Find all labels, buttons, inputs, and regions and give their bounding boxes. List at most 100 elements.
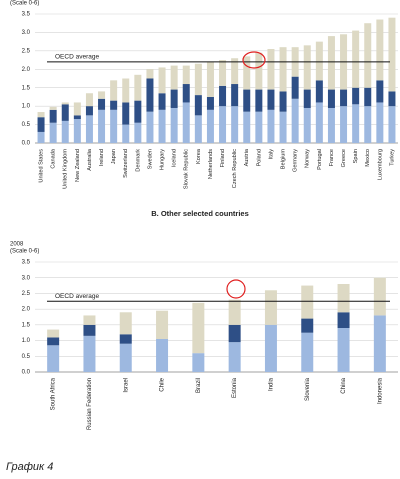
bar-segment — [267, 49, 275, 90]
bar-segment — [315, 41, 323, 81]
y-tick-label: 1.0 — [22, 104, 31, 110]
y-tick-label: 2.5 — [22, 291, 31, 297]
x-tick-label: Switzerland — [123, 149, 129, 178]
bar-segment — [83, 315, 96, 325]
bar-segment — [134, 74, 142, 101]
bar-segment — [61, 104, 69, 121]
bar-segment — [243, 111, 251, 143]
bar-segment — [303, 107, 311, 143]
bar-segment — [170, 89, 178, 108]
bar-segment — [303, 89, 311, 108]
bar-segment — [264, 324, 277, 372]
x-tick-label: Slovak Republic — [184, 149, 190, 189]
bar-segment — [267, 109, 275, 143]
bar-segment — [83, 335, 96, 372]
bar-segment — [156, 339, 169, 372]
bar-segment — [301, 285, 314, 319]
bar-segment — [37, 112, 45, 118]
bar-segment — [388, 91, 396, 107]
bar-segment — [170, 107, 178, 143]
y-tick-label: 2.5 — [22, 48, 31, 54]
x-tick-label: Norway — [305, 149, 311, 168]
x-tick-label: Poland — [256, 149, 262, 166]
x-tick-label: Denmark — [135, 149, 141, 172]
y-tick-label: 2.0 — [22, 307, 31, 313]
x-tick-label: Hungary — [160, 149, 166, 170]
x-tick-label: United Kingdom — [63, 149, 69, 189]
highlight-circle — [226, 279, 246, 299]
y-tick-label: 3.0 — [22, 275, 31, 281]
x-tick-label: Mexico — [365, 149, 371, 167]
bar-segment — [146, 69, 154, 79]
x-tick-label: South Africa — [51, 377, 57, 410]
bar-segment — [243, 56, 251, 90]
bar-segment — [291, 98, 299, 143]
x-tick-label: Australia — [87, 148, 93, 171]
x-tick-label: Germany — [293, 149, 299, 172]
bar-segment — [122, 102, 130, 125]
bar-segment — [73, 115, 81, 120]
bar-segment — [267, 89, 275, 110]
x-tick-label: Greece — [341, 149, 347, 167]
bar-segment — [119, 312, 132, 335]
bar-segment — [206, 96, 214, 110]
bar-segment — [206, 61, 214, 97]
y-tick-label: 1.5 — [22, 85, 31, 91]
bar-segment — [37, 117, 45, 132]
x-tick-label: China — [341, 377, 347, 393]
bar-segment — [373, 315, 386, 372]
x-tick-label: New Zealand — [75, 149, 81, 182]
y-tick-label: 3.5 — [22, 12, 31, 18]
bar-segment — [337, 312, 350, 328]
bar-segment — [327, 89, 335, 108]
y-tick-label: 3.0 — [22, 30, 31, 36]
x-tick-label: Israel — [123, 378, 129, 393]
x-tick-label: Netherlands — [208, 149, 214, 179]
x-tick-label: Spain — [353, 149, 359, 163]
caption: График 4 — [6, 461, 53, 473]
bar-segment — [158, 93, 166, 110]
x-tick-label: United States — [39, 149, 45, 183]
x-tick-label: Belgium — [281, 149, 287, 170]
bar-segment — [49, 109, 57, 123]
bar-segment — [315, 102, 323, 143]
x-tick-label: Iceland — [172, 149, 178, 167]
bar-segment — [255, 52, 263, 90]
bar-segment — [192, 353, 205, 372]
bar-segment — [98, 98, 106, 110]
bar-segment — [122, 78, 130, 103]
bar-segment — [98, 91, 106, 99]
bar-segment — [352, 104, 360, 143]
bar-segment — [73, 119, 81, 143]
bar-segment — [337, 328, 350, 372]
bar-segment — [337, 284, 350, 313]
bar-segment — [158, 67, 166, 94]
bar-segment — [219, 85, 227, 107]
x-tick-label: Sweden — [147, 149, 153, 169]
y-tick-label: 3.5 — [22, 260, 31, 266]
x-tick-label: Portugal — [317, 149, 323, 170]
y-tick-label: 0.0 — [22, 370, 31, 376]
bar-segment — [327, 36, 335, 90]
bar-segment — [388, 106, 396, 143]
bar-segment — [388, 17, 396, 92]
bar-segment — [231, 106, 239, 143]
bar-segment — [231, 84, 239, 107]
bar-segment — [315, 80, 323, 103]
x-tick-label: Canada — [51, 148, 57, 168]
y-tick-label: 2.0 — [22, 67, 31, 73]
y-tick-label: 0.0 — [22, 141, 31, 147]
bar-segment — [255, 111, 263, 143]
x-tick-label: Finland — [220, 149, 226, 167]
bar-segment — [49, 106, 57, 110]
bar-segment — [122, 124, 130, 143]
x-tick-label: Brazil — [196, 378, 202, 393]
bar-segment — [98, 109, 106, 143]
bar-segment — [73, 102, 81, 116]
bar-segment — [373, 277, 386, 316]
x-tick-label: Austria — [244, 148, 250, 166]
bar-segment — [364, 106, 372, 143]
bar-segment — [291, 76, 299, 99]
bar-segment — [327, 107, 335, 143]
x-tick-label: Slovenia — [305, 377, 311, 401]
